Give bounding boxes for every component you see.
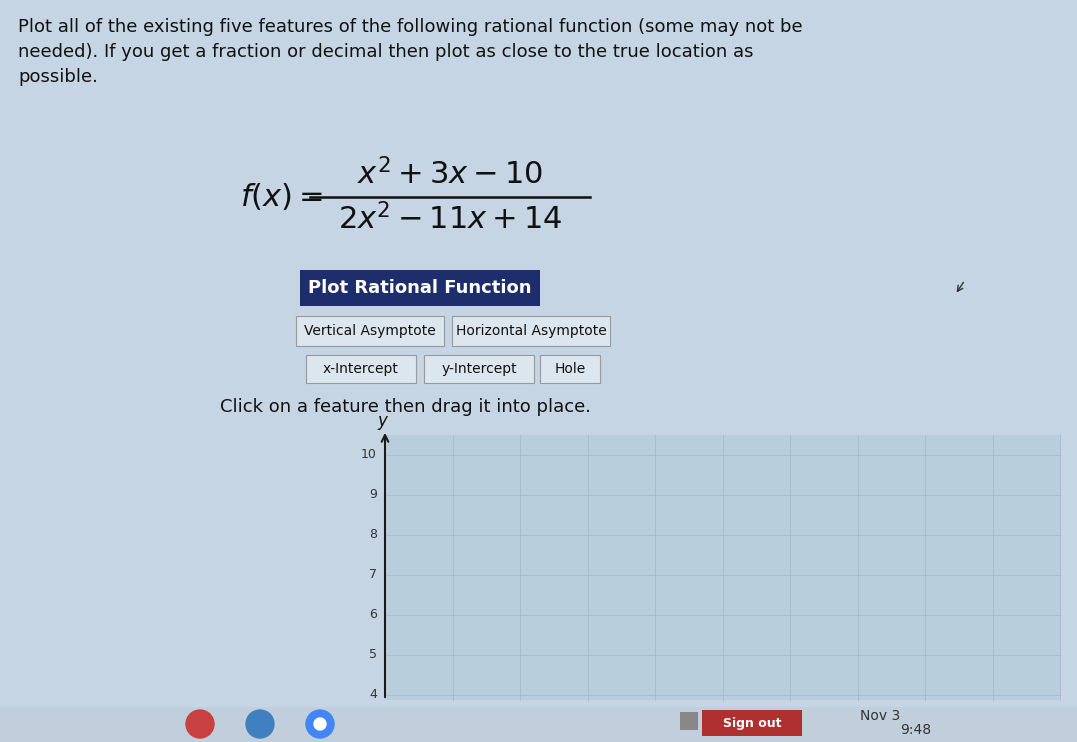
Text: 10: 10 (361, 448, 377, 462)
FancyBboxPatch shape (424, 355, 534, 383)
Text: $x^2 + 3x - 10$: $x^2 + 3x - 10$ (358, 159, 543, 191)
Text: Horizontal Asymptote: Horizontal Asymptote (456, 324, 606, 338)
Text: 7: 7 (369, 568, 377, 582)
Text: Plot Rational Function: Plot Rational Function (308, 279, 532, 297)
Circle shape (186, 710, 214, 738)
Text: 6: 6 (369, 608, 377, 622)
Text: Click on a feature then drag it into place.: Click on a feature then drag it into pla… (220, 398, 591, 416)
Bar (384, 435, 1060, 700)
Bar (680, 712, 698, 730)
Text: $f(x) =$: $f(x) =$ (240, 182, 323, 212)
Circle shape (306, 710, 334, 738)
Text: $y$: $y$ (377, 414, 389, 432)
Text: 8: 8 (369, 528, 377, 542)
Text: 9:48: 9:48 (900, 723, 932, 737)
Circle shape (246, 710, 274, 738)
FancyBboxPatch shape (452, 316, 610, 346)
Text: Hole: Hole (555, 362, 586, 376)
FancyBboxPatch shape (300, 270, 540, 306)
Text: 9: 9 (369, 488, 377, 502)
Text: Sign out: Sign out (723, 717, 781, 729)
Text: x-Intercept: x-Intercept (323, 362, 398, 376)
FancyBboxPatch shape (702, 710, 802, 736)
Text: Plot all of the existing five features of the following rational function (some : Plot all of the existing five features o… (18, 18, 802, 86)
FancyBboxPatch shape (306, 355, 416, 383)
Text: Vertical Asymptote: Vertical Asymptote (304, 324, 436, 338)
Text: 4: 4 (369, 689, 377, 701)
Text: Nov 3: Nov 3 (861, 709, 900, 723)
FancyBboxPatch shape (296, 316, 444, 346)
Bar (0, 707, 1077, 742)
Circle shape (314, 718, 326, 730)
Text: $2x^2 - 11x + 14$: $2x^2 - 11x + 14$ (338, 204, 562, 236)
Text: y-Intercept: y-Intercept (442, 362, 517, 376)
FancyBboxPatch shape (540, 355, 600, 383)
Text: 5: 5 (369, 649, 377, 662)
